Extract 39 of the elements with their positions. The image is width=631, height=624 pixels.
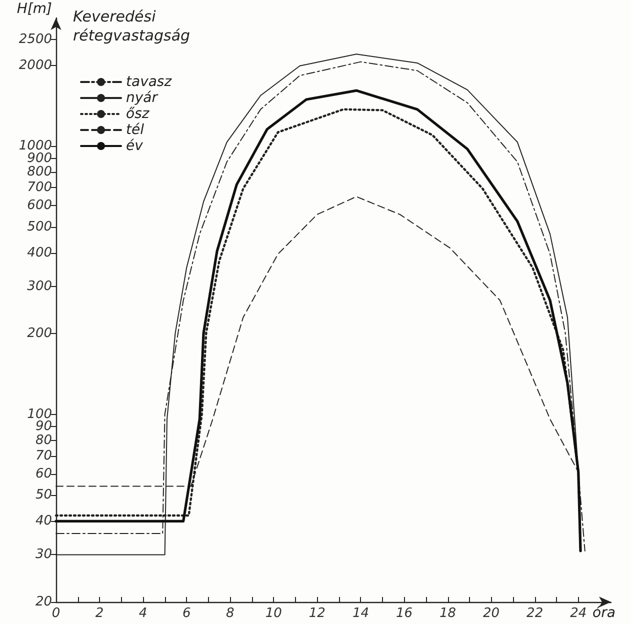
x-tick-label: 16: [396, 606, 413, 621]
legend-label: tél: [126, 122, 144, 138]
x-tick-label: 24: [570, 606, 587, 621]
x-axis-title: óra: [592, 605, 616, 621]
x-tick-label: 22: [526, 606, 544, 621]
y-tick-label: 200: [27, 326, 52, 342]
x-tick-label: 18: [439, 606, 456, 621]
x-tick-label: 4: [138, 606, 148, 621]
y-tick-label: 60: [35, 466, 52, 482]
legend-label: tavasz: [126, 74, 172, 90]
y-tick-label: 2500: [18, 32, 52, 47]
y-tick-label: 2000: [18, 58, 52, 73]
y-tick-label: 800: [27, 164, 52, 180]
y-tick-label: 600: [27, 198, 52, 214]
x-tick-label: 8: [226, 606, 234, 621]
y-tick-label: 100: [27, 406, 52, 422]
y-tick-label: 50: [35, 488, 52, 503]
x-tick-label: 12: [308, 606, 326, 621]
x-tick-label: 0: [52, 606, 60, 621]
y-tick-label: 500: [27, 219, 52, 234]
y-tick-label: 30: [35, 547, 52, 562]
y-tick-label: 40: [35, 514, 52, 529]
x-tick-label: 10: [265, 606, 282, 621]
y-tick-label: 70: [35, 448, 52, 464]
legend-label: nyár: [126, 90, 159, 106]
chart-title: Keveredési rétegvastagság: [73, 8, 190, 44]
x-tick-label: 2: [95, 606, 104, 621]
y-axis-title: H[m]: [16, 1, 52, 17]
x-tick-label: 14: [352, 606, 369, 621]
legend-label: év: [126, 138, 144, 154]
y-tick-label: 20: [35, 594, 52, 610]
y-tick-label: 700: [27, 180, 52, 196]
y-tick-label: 400: [27, 245, 52, 260]
y-tick-label: 300: [27, 278, 52, 294]
x-tick-label: 6: [182, 606, 191, 621]
y-tick-label: 80: [35, 432, 52, 448]
legend-label: ősz: [126, 106, 150, 122]
y-tick-label: 90: [35, 419, 52, 434]
x-tick-label: 20: [483, 606, 500, 621]
